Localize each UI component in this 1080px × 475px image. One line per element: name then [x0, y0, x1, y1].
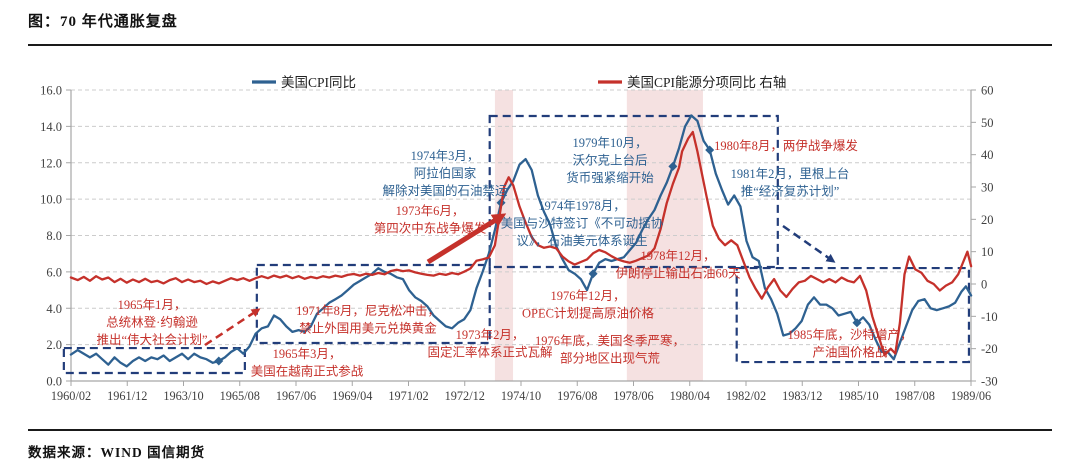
right-axis-label: -30: [981, 375, 998, 389]
cpi-marker: [588, 269, 598, 279]
annotation-text: 1974年3月，阿拉伯国家解除对美国的石油禁运: [382, 149, 508, 198]
cpi-marker: [668, 161, 678, 171]
annotation-text: 1974年1978月，美国与沙特签订《不可动摇协议》，石油美元体系诞生: [501, 199, 664, 248]
left-axis-label: 2.0: [46, 338, 62, 352]
x-axis-label: 1985/10: [838, 389, 878, 403]
left-axis-label: 10.0: [40, 193, 62, 207]
x-axis-label: 1983/12: [782, 389, 822, 403]
annotation-text: 1976年底，美国冬季严寒，部分地区出现气荒: [535, 333, 685, 366]
cpi-line: [69, 114, 973, 368]
left-axis-label: 14.0: [40, 120, 62, 134]
annotation-text: 1965年1月，总统林登·约翰逊推出“伟大社会计划”: [96, 298, 207, 347]
left-axis-label: 0.0: [46, 375, 62, 389]
annotation-text: 1965年3月，美国在越南正式参战: [251, 347, 364, 379]
right-axis-label: -20: [981, 342, 998, 356]
x-axis-label: 1969/04: [332, 389, 372, 403]
cpi-marker: [214, 356, 224, 366]
x-axis-label: 1967/06: [276, 389, 316, 403]
annotation-arrow: [204, 308, 261, 347]
left-axis-label: 16.0: [40, 84, 62, 98]
annotation-text: 1981年2月，里根上台推“经济复苏计划”: [731, 166, 850, 199]
x-axis-label: 1989/06: [951, 389, 991, 403]
highlight-box: [735, 266, 971, 364]
right-axis-label: 20: [981, 213, 994, 227]
x-axis-label: 1971/02: [388, 389, 428, 403]
left-axis-label: 6.0: [46, 265, 62, 279]
annotation-arrow: [782, 224, 836, 263]
x-axis-label: 1974/10: [501, 389, 541, 403]
x-axis-label: 1960/02: [51, 389, 91, 403]
data-source: 数据来源：WIND 国信期货: [28, 445, 206, 460]
energy-line: [69, 130, 973, 357]
right-axis-label: 0: [981, 278, 987, 292]
right-axis-label: 10: [981, 245, 994, 259]
left-axis-label: 4.0: [46, 302, 62, 316]
annotation-text: 1978年12月，伊朗停止输出石油60天: [615, 249, 741, 281]
right-axis-label: -10: [981, 310, 998, 324]
left-axis-label: 8.0: [46, 229, 62, 243]
right-axis-label: 30: [981, 181, 994, 195]
annotation-arrow: [426, 213, 507, 265]
cpi-marker: [705, 145, 715, 155]
annotation-text: 1976年12月， OPEC计划提高原油价格: [522, 289, 654, 321]
x-axis-label: 1961/12: [107, 389, 147, 403]
right-axis-label: 60: [981, 84, 994, 98]
right-axis-label: 40: [981, 148, 994, 162]
legend-label: 美国CPI同比: [281, 75, 356, 90]
highlight-box: [488, 114, 779, 269]
x-axis-label: 1978/06: [613, 389, 653, 403]
right-axis-label: 50: [981, 116, 994, 130]
x-axis-label: 1982/02: [726, 389, 766, 403]
legend-label: 美国CPI能源分项同比 右轴: [627, 75, 786, 90]
page-title: 图：70 年代通胀复盘: [28, 14, 178, 30]
x-axis-label: 1965/08: [220, 389, 260, 403]
footer-divider: [28, 429, 1052, 431]
x-axis-label: 1963/10: [163, 389, 203, 403]
left-axis-label: 12.0: [40, 156, 62, 170]
annotation-text: 1973年6月，第四次中东战争爆发: [374, 204, 487, 236]
annotation-text: 1973年2月，固定汇率体系正式瓦解: [427, 328, 552, 360]
x-axis-label: 1987/08: [895, 389, 935, 403]
x-axis-label: 1976/08: [557, 389, 597, 403]
annotation-text: 1979年10月，沃尔克上台后货币强紧缩开始: [566, 136, 654, 185]
annotation-text: 1980年8月，两伊战争爆发: [714, 138, 858, 153]
cpi-marker: [852, 318, 862, 328]
annotation-text: 1985年底，沙特增产，产油国价格战: [787, 327, 912, 360]
x-axis-label: 1980/04: [670, 389, 710, 403]
title-divider: [28, 44, 1052, 46]
x-axis-label: 1972/12: [445, 389, 485, 403]
annotation-text: 1971年8月，尼克松冲击，禁止外国用美元兑换黄金: [296, 303, 440, 336]
